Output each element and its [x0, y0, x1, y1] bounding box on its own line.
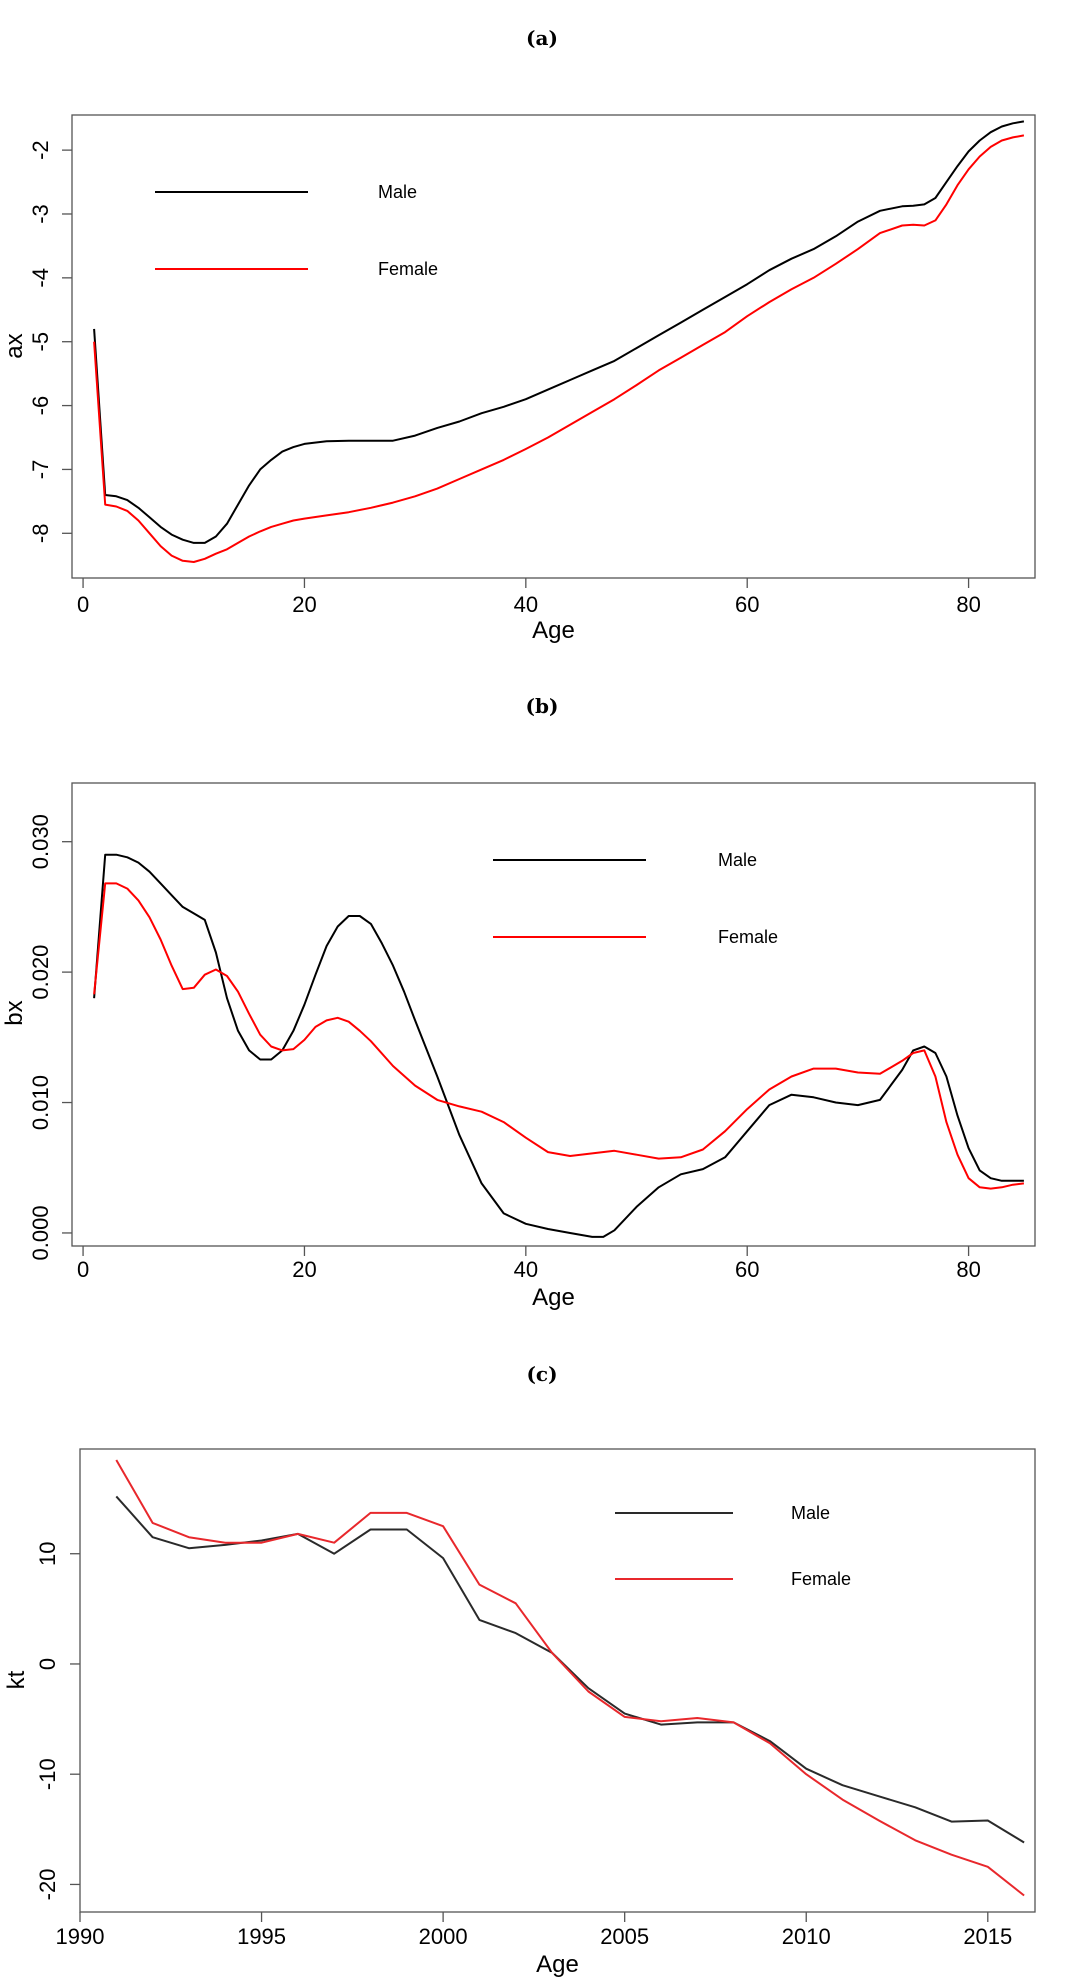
x-tick-label: 2000 [419, 1924, 468, 1949]
y-tick-label: 0.030 [28, 814, 53, 869]
y-tick-label: 0.010 [28, 1075, 53, 1130]
x-tick-label: 40 [514, 592, 538, 617]
x-tick-label: 20 [292, 592, 316, 617]
x-tick-label: 1995 [237, 1924, 286, 1949]
x-tick-label: 0 [77, 1257, 89, 1282]
x-tick-label: 20 [292, 1257, 316, 1282]
series-line-male [115, 1495, 1025, 1844]
x-tick-label: 60 [735, 592, 759, 617]
series-line-female [115, 1459, 1025, 1897]
y-tick-label: -6 [28, 396, 53, 416]
y-tick-label: -8 [28, 524, 53, 544]
y-axis-title: ax [1, 333, 28, 358]
legend-label-female: Female [378, 259, 438, 279]
y-tick-label: -4 [28, 268, 53, 288]
y-axis-title: kt [3, 1670, 30, 1689]
plot-frame [71, 782, 1036, 1247]
plot-frame [71, 114, 1036, 579]
x-tick-label: 80 [956, 1257, 980, 1282]
x-tick-label: 2015 [963, 1924, 1012, 1949]
y-tick-label: -10 [35, 1758, 60, 1790]
panel-label: (b) [526, 694, 559, 718]
x-tick-label: 2005 [600, 1924, 649, 1949]
panel-label: (c) [526, 1362, 557, 1386]
legend-label-male: Male [378, 182, 417, 202]
x-axis-title: Age [536, 1951, 579, 1978]
x-tick-label: 40 [514, 1257, 538, 1282]
plot-frame [79, 1448, 1036, 1913]
x-axis-title: Age [532, 617, 575, 644]
panel-label: (a) [526, 26, 558, 50]
y-tick-label: 0 [35, 1658, 60, 1670]
x-tick-label: 1990 [56, 1924, 105, 1949]
y-tick-label: -3 [28, 204, 53, 224]
y-tick-label: -7 [28, 460, 53, 480]
y-tick-label: -5 [28, 332, 53, 352]
legend-label-male: Male [791, 1503, 830, 1523]
series-line-female [93, 134, 1025, 563]
x-axis-title: Age [532, 1284, 575, 1311]
y-tick-label: 0.020 [28, 945, 53, 1000]
legend-label-female: Female [791, 1569, 851, 1589]
x-tick-label: 2010 [782, 1924, 831, 1949]
y-tick-label: 10 [35, 1541, 60, 1565]
x-tick-label: 80 [956, 592, 980, 617]
series-line-female [93, 882, 1025, 1190]
y-tick-label: 0.000 [28, 1205, 53, 1260]
series-line-male [93, 853, 1024, 1238]
y-tick-label: -2 [28, 140, 53, 160]
series-line-male [93, 120, 1025, 544]
y-axis-title: bx [1, 1000, 28, 1025]
legend-label-female: Female [718, 927, 778, 947]
x-tick-label: 0 [77, 592, 89, 617]
legend-label-male: Male [718, 850, 757, 870]
y-tick-label: -20 [35, 1869, 60, 1901]
x-tick-label: 60 [735, 1257, 759, 1282]
